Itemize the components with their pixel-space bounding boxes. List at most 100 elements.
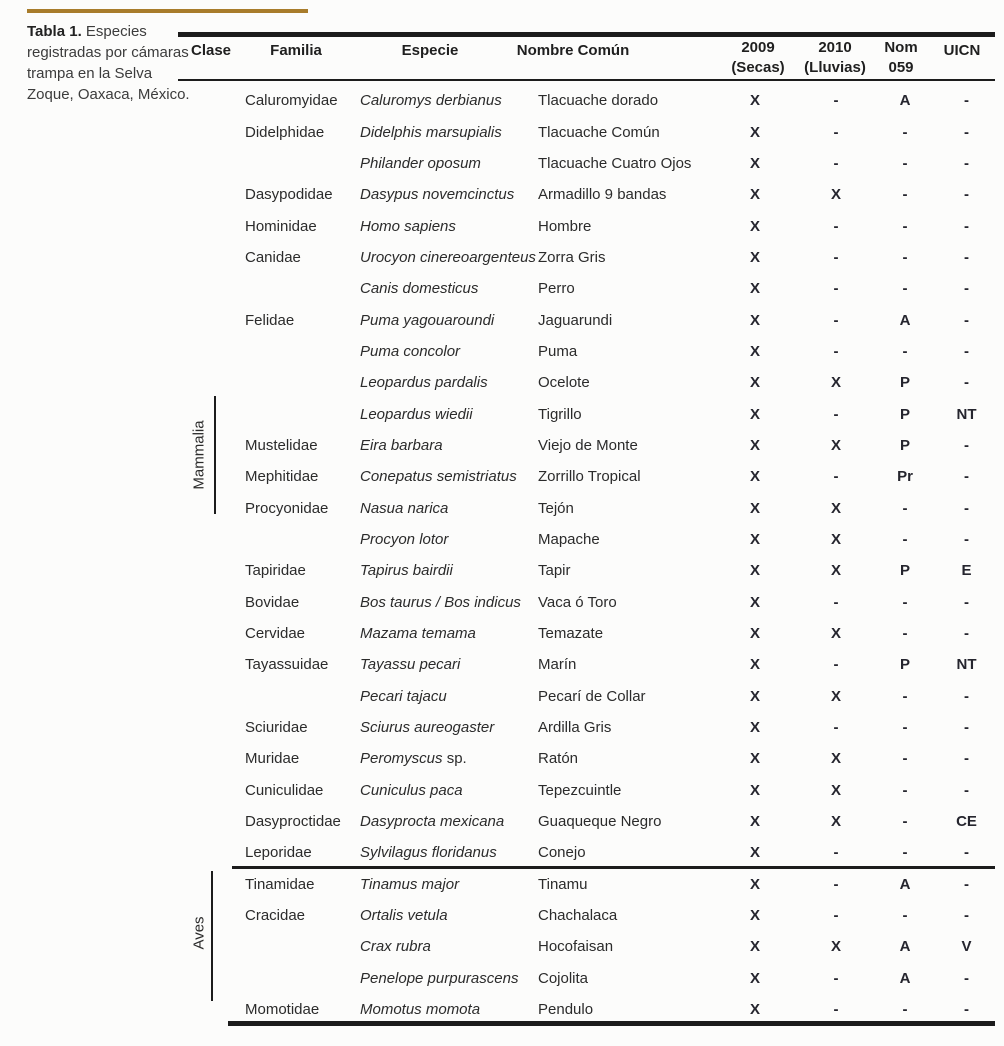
especie-italic-text: Ortalis vetula [360, 907, 448, 925]
especie-italic-text: Sciurus aureogaster [360, 719, 495, 737]
especie-cell: Dasypus novemcinctus [360, 186, 538, 203]
nom-059-cell: - [902, 687, 908, 705]
especie-cell: Homo sapiens [360, 218, 538, 235]
nombre-comun-cell: Pendulo [538, 1001, 594, 1019]
column-header-2009-secas: 2009 (Secas) [731, 38, 784, 78]
especie-italic-text: Canis domesticus [360, 280, 479, 298]
header-nom-line1: Nom [884, 39, 918, 56]
nom-059-cell: - [902, 719, 908, 737]
especie-italic-text: Nasua narica [360, 499, 449, 517]
especie-plain-suffix: sp. [442, 750, 467, 768]
table-bottom-rule [228, 1021, 995, 1026]
nom-059-cell: P [899, 405, 910, 423]
registro-2009-secas-cell: X [749, 938, 760, 956]
table-caption: Tabla 1. Especies registradas por cámara… [27, 21, 193, 105]
uicn-cell: - [964, 436, 969, 454]
registro-2009-secas-cell: X [749, 1001, 760, 1019]
nombre-comun-cell: Zorra Gris [538, 248, 606, 266]
especie-italic-text: Homo sapiens [360, 217, 456, 235]
especie-italic-text: Leopardus pardalis [360, 374, 488, 392]
nombre-comun-cell: Mapache [538, 530, 600, 548]
registro-2010-lluvias-cell: - [833, 123, 839, 141]
uicn-cell: - [964, 530, 969, 548]
especie-cell: Peromyscus sp. [360, 750, 538, 767]
especie-cell: Urocyon cinereoargenteus [360, 249, 538, 266]
table-row: Tapiridae Tapirus bairdii Tapir X X P E [178, 555, 995, 586]
nombre-comun-cell: Jaguarundi [538, 311, 613, 329]
familia-cell: Dasyproctidae [245, 813, 341, 831]
nom-059-cell: Pr [897, 468, 913, 486]
especie-cell: Sciurus aureogaster [360, 719, 538, 736]
table-row: Momotidae Momotus momota Pendulo X - - - [178, 994, 995, 1025]
table-row: Tinamidae Tinamus major Tinamu X - A - [178, 869, 995, 900]
especie-cell: Sylvilagus floridanus [360, 844, 538, 861]
column-header-2010-lluvias: 2010 (Lluvias) [804, 38, 866, 78]
nombre-comun-cell: Vaca ó Toro [538, 593, 617, 611]
table-row: Leopardus pardalis Ocelote X X P - [178, 367, 995, 398]
registro-2009-secas-cell: X [749, 248, 760, 266]
header-2010-line1: 2010 [818, 39, 852, 56]
nombre-comun-cell: Pecarí de Collar [538, 687, 646, 705]
nombre-comun-cell: Tapir [538, 562, 571, 580]
especie-cell: Caluromys derbianus [360, 92, 538, 109]
especie-cell: Puma concolor [360, 343, 538, 360]
registro-2009-secas-cell: X [749, 123, 760, 141]
table-row: Penelope purpurascens Cojolita X - A - [178, 963, 995, 994]
uicn-cell: - [964, 342, 969, 360]
uicn-cell: - [964, 217, 969, 235]
table-row: Philander oposum Tlacuache Cuatro Ojos X - -… [178, 148, 995, 179]
registro-2010-lluvias-cell: X [830, 530, 841, 548]
especie-italic-text: Urocyon cinereoargenteus [360, 248, 536, 266]
familia-cell: Caluromyidae [245, 92, 338, 110]
nom-059-cell: A [899, 92, 911, 110]
registro-2009-secas-cell: X [749, 687, 760, 705]
uicn-cell: - [964, 280, 969, 298]
uicn-cell: - [964, 969, 969, 987]
especie-italic-text: Leopardus wiedii [360, 405, 473, 423]
table-row: Sciuridae Sciurus aureogaster Ardilla Gris… [178, 712, 995, 743]
registro-2009-secas-cell: X [749, 844, 760, 862]
familia-cell: Bovidae [245, 593, 300, 611]
registro-2010-lluvias-cell: - [833, 280, 839, 298]
especie-italic-text: Conepatus semistriatus [360, 468, 517, 486]
uicn-cell: - [964, 719, 969, 737]
registro-2010-lluvias-cell: X [830, 374, 841, 392]
especie-cell: Tinamus major [360, 876, 538, 893]
nom-059-cell: - [902, 342, 908, 360]
uicn-cell: E [961, 562, 972, 580]
nom-059-cell: A [899, 938, 911, 956]
familia-cell: Momotidae [245, 1001, 320, 1019]
especie-italic-text: Mazama temama [360, 625, 476, 643]
uicn-cell: - [964, 625, 969, 643]
especie-italic-text: Bos taurus / Bos indicus [360, 593, 521, 611]
registro-2009-secas-cell: X [749, 311, 760, 329]
nombre-comun-cell: Ratón [538, 750, 579, 768]
table-row: Mustelidae Eira barbara Viejo de Monte X X P - [178, 430, 995, 461]
especie-italic-text: Dasyprocta mexicana [360, 813, 505, 831]
uicn-cell: - [964, 499, 969, 517]
especie-cell: Dasyprocta mexicana [360, 813, 538, 830]
header-2010-line2: (Lluvias) [804, 59, 866, 76]
registro-2009-secas-cell: X [749, 593, 760, 611]
header-2009-line1: 2009 [741, 39, 775, 56]
uicn-cell: - [964, 186, 969, 204]
familia-cell: Cracidae [245, 907, 306, 925]
nom-059-cell: A [899, 875, 911, 893]
registro-2010-lluvias-cell: X [830, 499, 841, 517]
familia-cell: Muridae [245, 750, 300, 768]
especie-cell: Philander oposum [360, 155, 538, 172]
nom-059-cell: A [899, 311, 911, 329]
registro-2010-lluvias-cell: - [833, 844, 839, 862]
registro-2009-secas-cell: X [749, 781, 760, 799]
table-row: Procyonidae Nasua narica Tejón X X - - [178, 492, 995, 523]
registro-2009-secas-cell: X [749, 405, 760, 423]
uicn-cell: - [964, 593, 969, 611]
registro-2009-secas-cell: X [749, 468, 760, 486]
nom-059-cell: A [899, 969, 911, 987]
registro-2009-secas-cell: X [749, 92, 760, 110]
column-header-especie: Especie [401, 42, 459, 59]
especie-cell: Eira barbara [360, 437, 538, 454]
table-row: Puma concolor Puma X - - - [178, 336, 995, 367]
registro-2010-lluvias-cell: X [830, 562, 841, 580]
registro-2009-secas-cell: X [749, 875, 760, 893]
